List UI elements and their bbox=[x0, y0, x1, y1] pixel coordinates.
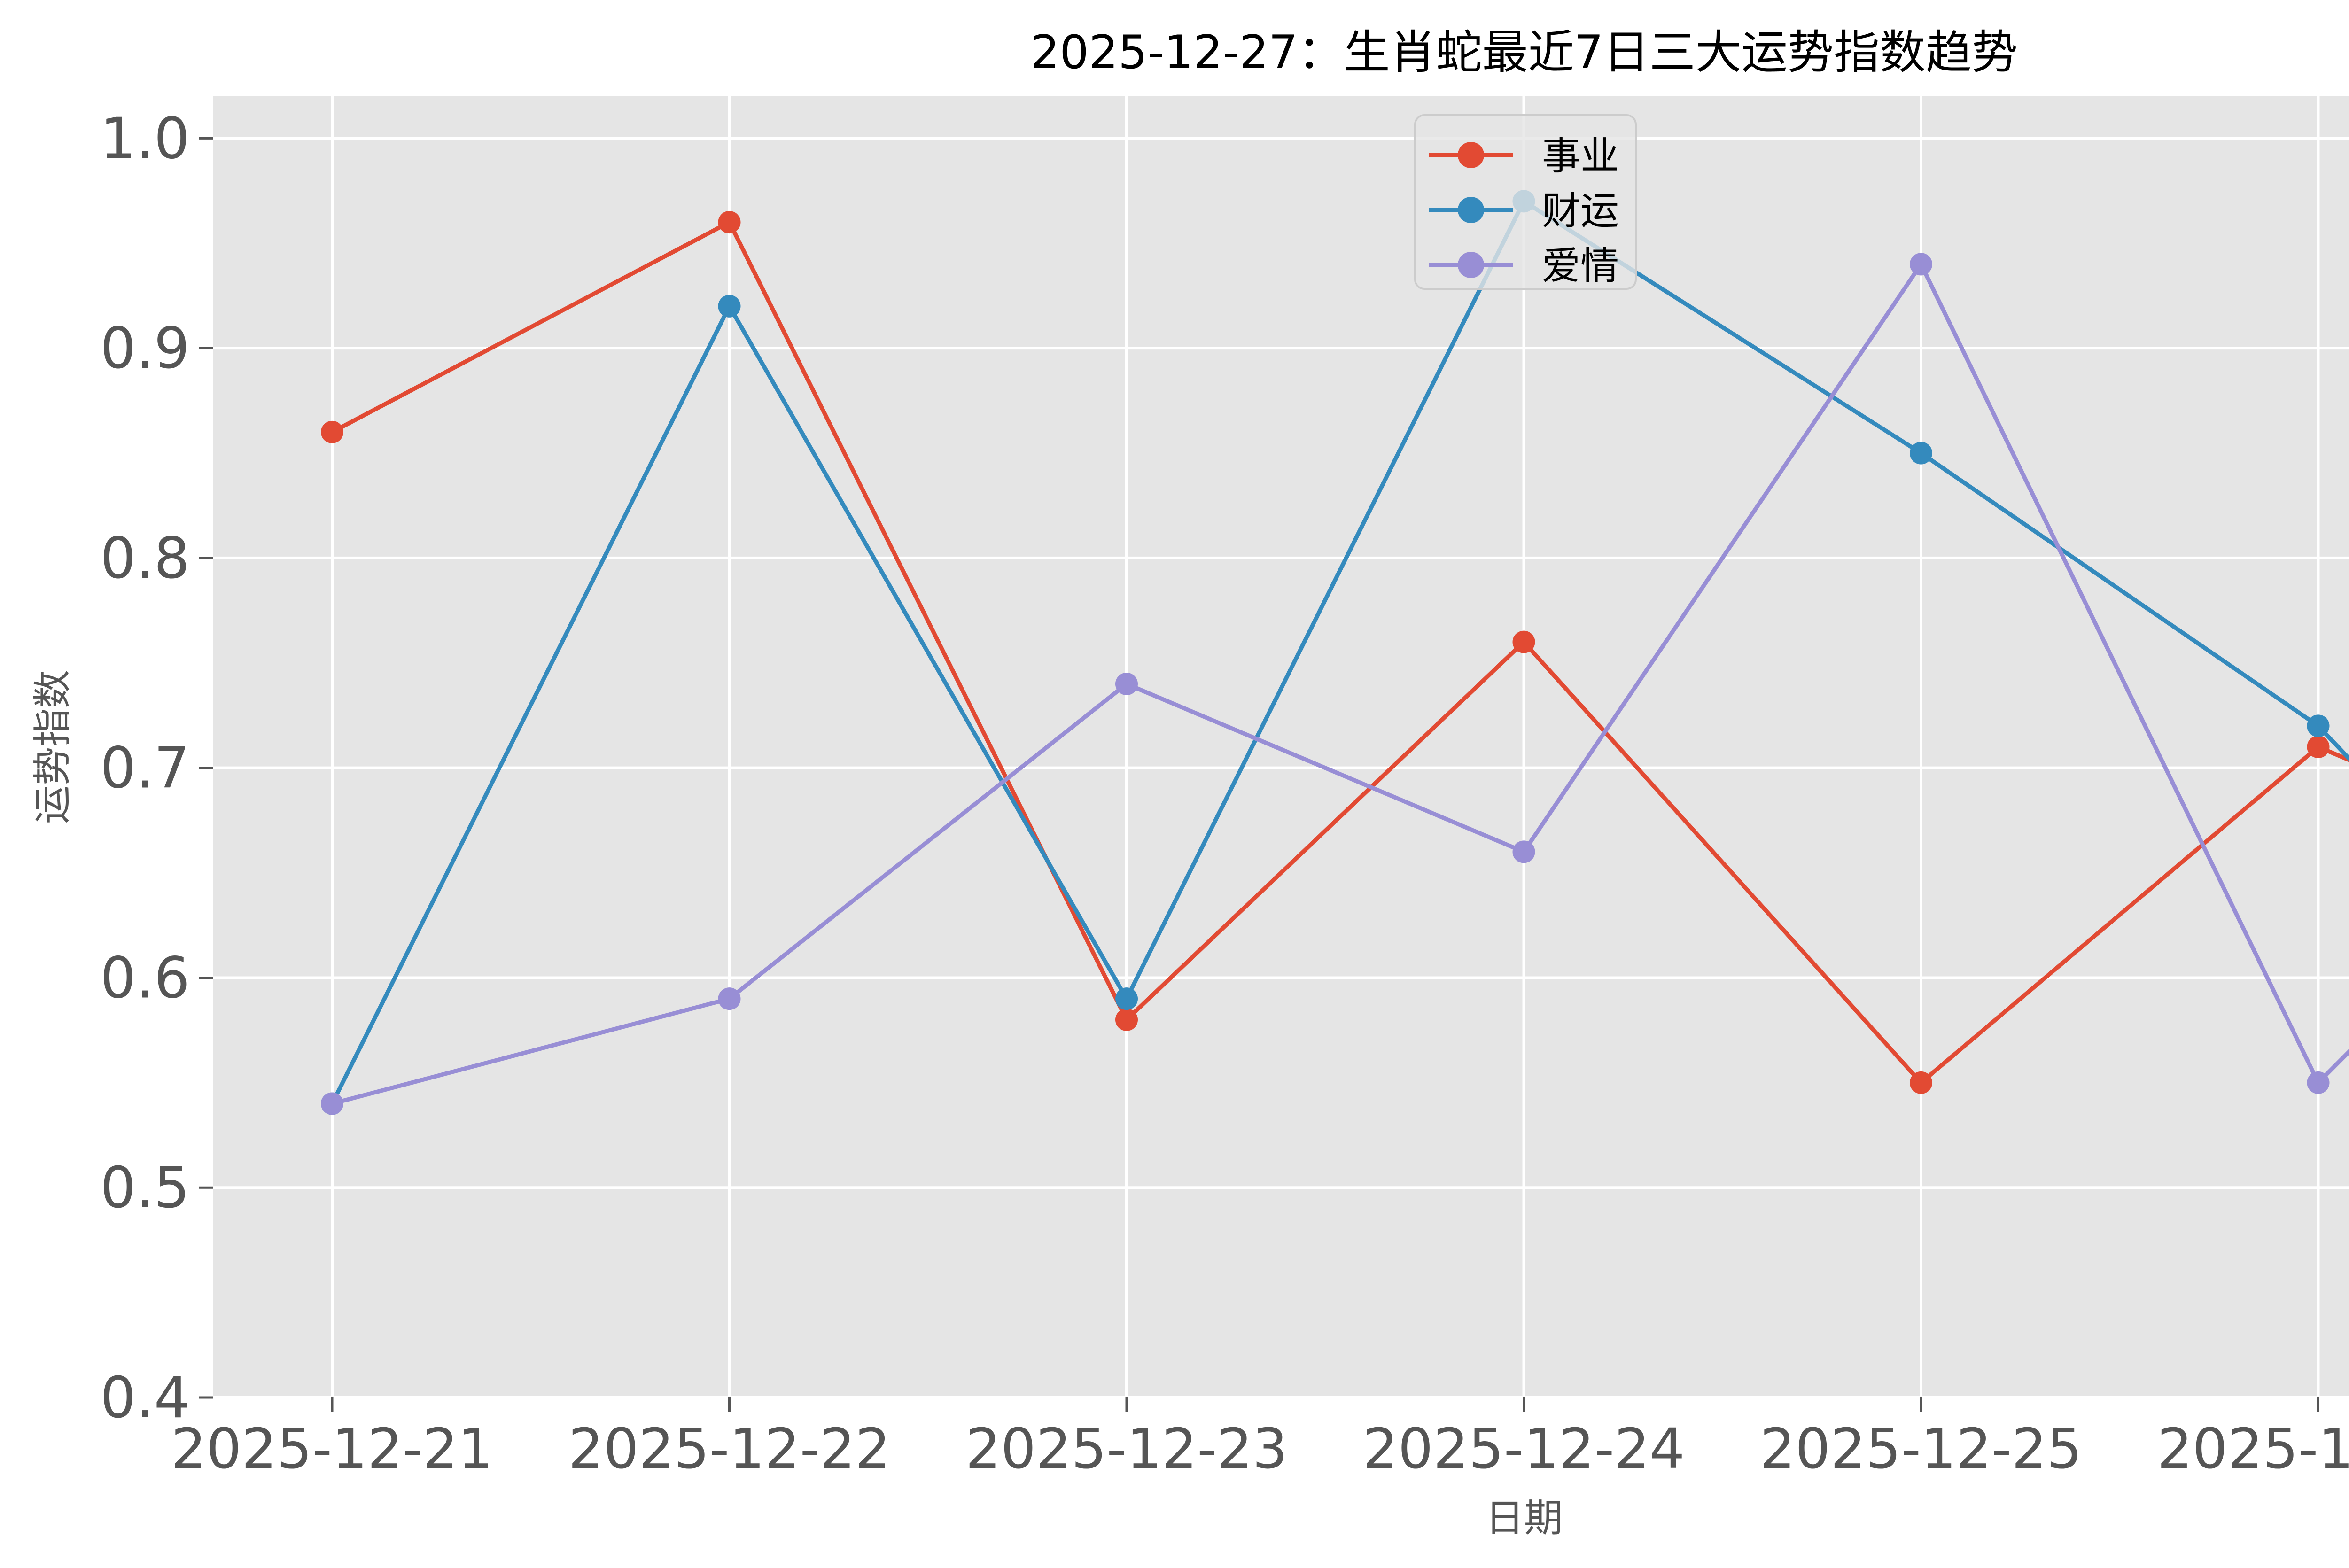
plot-area bbox=[213, 96, 2349, 1397]
data-point-marker bbox=[1512, 630, 1535, 653]
y-tick-label: 0.7 bbox=[100, 736, 190, 801]
legend-item: 事业 bbox=[1429, 134, 1619, 179]
x-axis-ticks: 2025-12-21 2025-12-22 2025-12-23 2025-12-24… bbox=[171, 1397, 2349, 1481]
legend-label: 爱情 bbox=[1542, 244, 1619, 288]
data-point-marker bbox=[718, 211, 741, 234]
series-line bbox=[321, 211, 2349, 1094]
legend-item: 财运 bbox=[1429, 189, 1619, 233]
legend-marker bbox=[1458, 142, 1484, 168]
y-tick-label: 0.9 bbox=[100, 316, 190, 381]
data-point-marker bbox=[2307, 1071, 2330, 1094]
data-point-marker bbox=[2307, 736, 2330, 758]
data-point-marker bbox=[1115, 672, 1138, 695]
x-tick-label: 2025-12-24 bbox=[1363, 1416, 1685, 1481]
data-point-marker bbox=[1115, 987, 1138, 1010]
data-point-marker bbox=[321, 420, 343, 443]
x-tick-label: 2025-12-25 bbox=[1760, 1416, 2082, 1481]
y-tick-label: 0.5 bbox=[100, 1156, 190, 1221]
legend-marker bbox=[1458, 252, 1484, 278]
x-tick-label: 2025-12-26 bbox=[2157, 1416, 2349, 1481]
chart-title: 2025-12-27：生肖蛇最近7日三大运势指数趋势 bbox=[1030, 26, 2018, 79]
y-axis-label: 运势指数 bbox=[31, 670, 75, 824]
y-tick-label: 0.4 bbox=[100, 1366, 190, 1431]
x-tick-label: 2025-12-23 bbox=[965, 1416, 1288, 1481]
data-point-marker bbox=[1512, 840, 1535, 863]
legend-marker bbox=[1458, 197, 1484, 223]
x-tick-label: 2025-12-21 bbox=[171, 1416, 493, 1481]
data-point-marker bbox=[718, 295, 741, 318]
data-point-marker bbox=[321, 1092, 343, 1115]
y-tick-label: 0.8 bbox=[100, 526, 190, 591]
x-tick-label: 2025-12-22 bbox=[568, 1416, 891, 1481]
data-point-marker bbox=[2307, 714, 2330, 737]
series-line bbox=[321, 253, 2349, 1115]
legend-label: 事业 bbox=[1542, 134, 1619, 179]
data-point-marker bbox=[1910, 442, 1932, 465]
legend-item: 爱情 bbox=[1429, 244, 1619, 288]
data-point-marker bbox=[1115, 1008, 1138, 1031]
y-tick-label: 1.0 bbox=[100, 106, 190, 171]
data-point-marker bbox=[718, 987, 741, 1010]
data-point-marker bbox=[1910, 1071, 1932, 1094]
y-axis-ticks: 0.4 0.5 0.6 0.7 0.8 0.9 1.0 bbox=[100, 106, 213, 1431]
data-point-marker bbox=[1910, 253, 1932, 276]
y-tick-label: 0.6 bbox=[100, 946, 190, 1011]
x-axis-label: 日期 bbox=[1486, 1496, 1563, 1541]
legend-label: 财运 bbox=[1542, 189, 1619, 233]
